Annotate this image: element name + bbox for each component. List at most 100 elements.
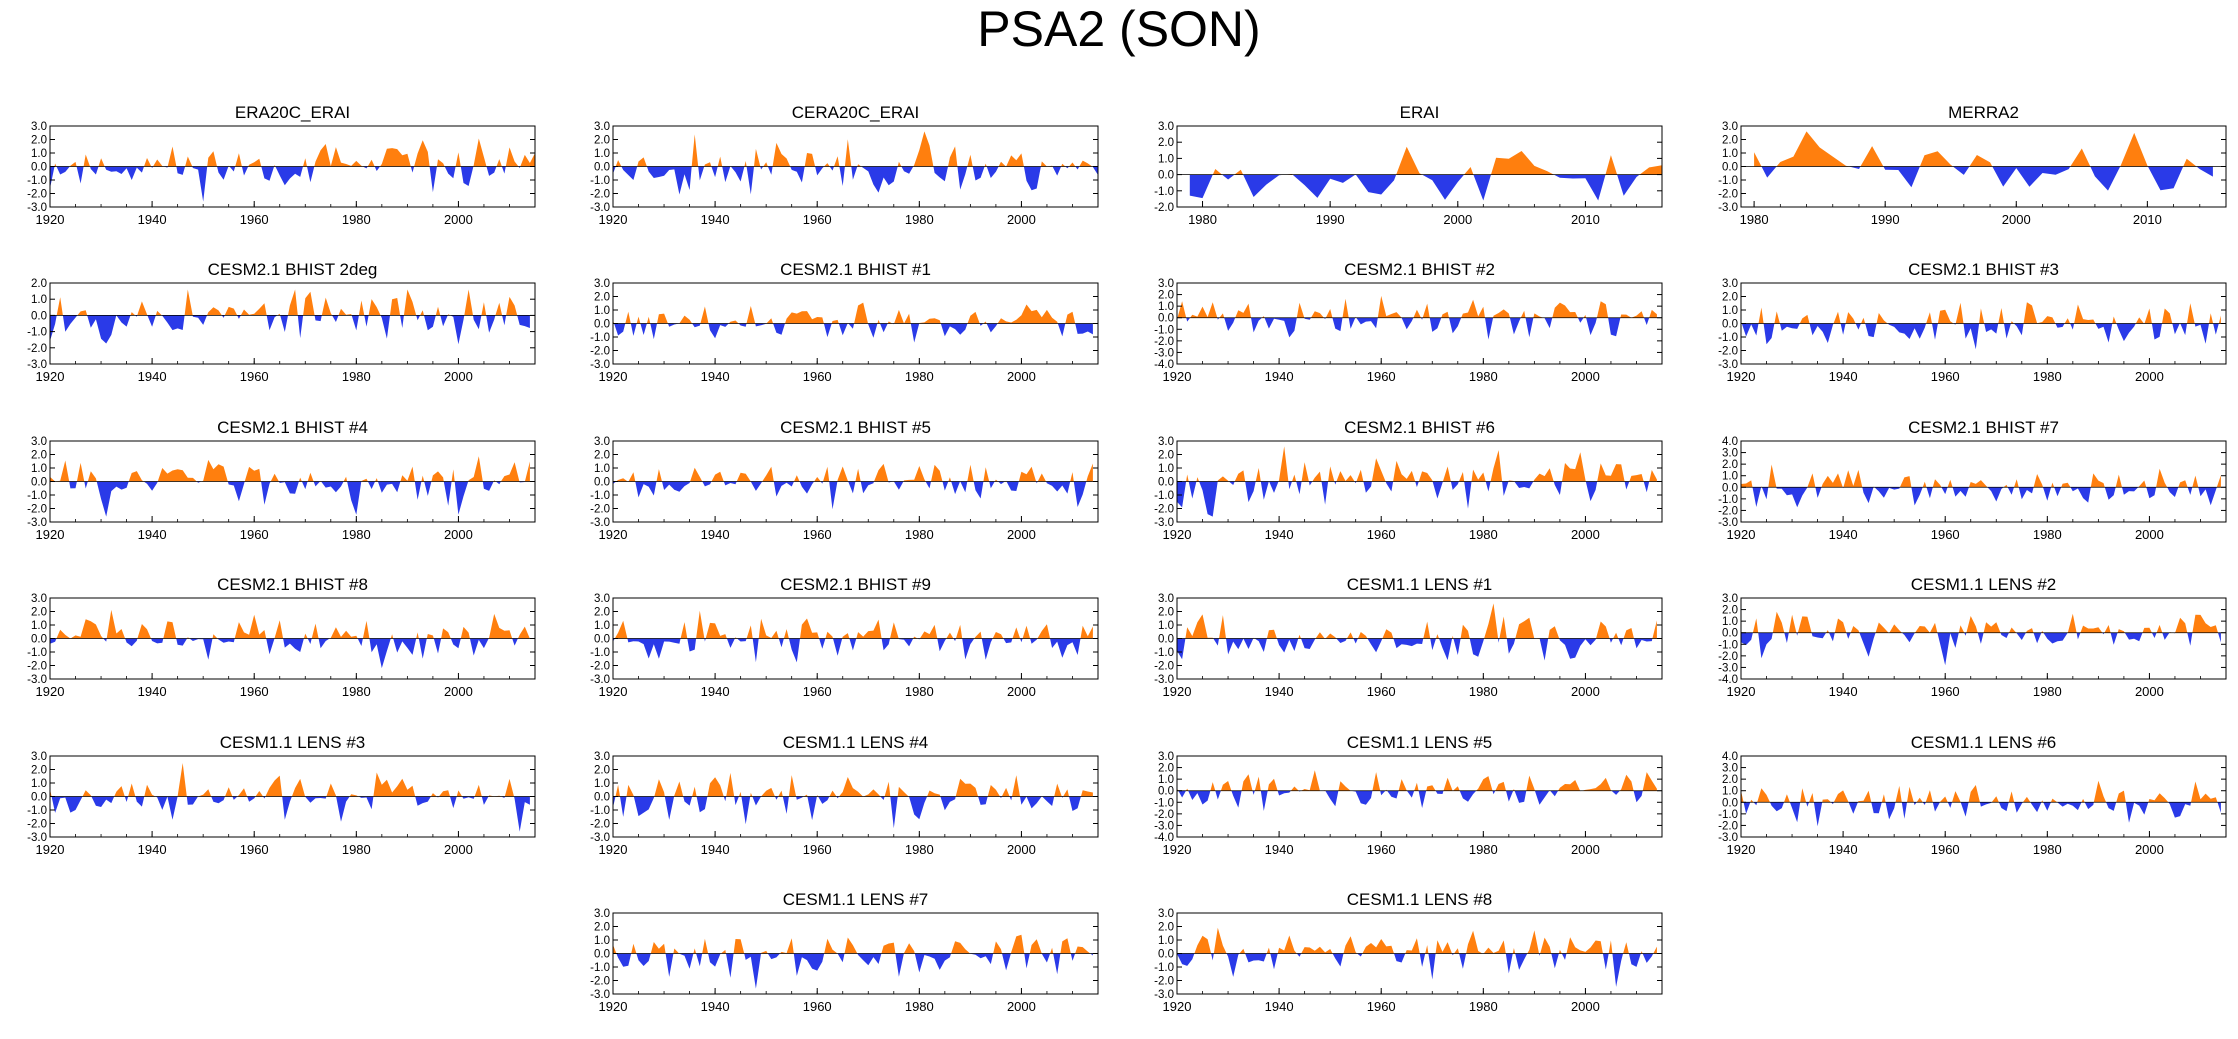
negative-area: [50, 315, 530, 345]
x-tick-label: 1920: [599, 212, 628, 227]
y-tick-label: 1.0: [1158, 153, 1174, 165]
x-tick-label: 1960: [803, 999, 832, 1014]
y-tick-label: -1.0: [1154, 490, 1174, 502]
y-tick-label: 0.0: [1158, 786, 1174, 798]
y-tick-label: -2.0: [27, 504, 47, 516]
x-tick-label: 1920: [1163, 369, 1192, 384]
y-tick-label: 1.0: [31, 148, 47, 160]
panel-title: CERA20C_ERAI: [792, 103, 920, 122]
panel-title: CESM2.1 BHIST #8: [217, 575, 368, 594]
y-tick-label: -3.0: [590, 674, 610, 686]
negative-area: [613, 481, 1093, 510]
y-tick-label: 2.0: [1158, 922, 1174, 934]
chart-panel: CESM1.1 LENS #5 3.02.01.00.0-1.0-2.0-3.0-…: [1154, 733, 1663, 857]
y-tick-label: 0.0: [594, 949, 610, 961]
x-tick-label: 1940: [138, 369, 167, 384]
y-tick-label: -3.0: [27, 674, 47, 686]
y-tick-label: 3.0: [1722, 121, 1738, 133]
y-tick-label: 1.0: [1722, 148, 1738, 160]
panel-title: CESM1.1 LENS #2: [1911, 575, 2057, 594]
y-tick-label: -2.0: [27, 819, 47, 831]
x-tick-label: 1960: [240, 684, 269, 699]
x-tick-label: 1980: [2033, 684, 2062, 699]
x-tick-label: 2000: [444, 684, 473, 699]
panel-title: CESM2.1 BHIST #7: [1908, 418, 2059, 437]
x-tick-label: 2000: [1007, 999, 1036, 1014]
x-tick-label: 1920: [599, 369, 628, 384]
y-tick-label: -2.0: [1154, 661, 1174, 673]
negative-area: [50, 638, 530, 669]
y-tick-label: 0.0: [31, 310, 47, 322]
x-tick-label: 1940: [1265, 527, 1294, 542]
y-tick-label: 4.0: [1722, 751, 1738, 763]
negative-area: [50, 796, 530, 832]
y-tick-label: 1.0: [594, 148, 610, 160]
panel-title: ERAI: [1400, 103, 1440, 122]
x-tick-label: 1960: [803, 369, 832, 384]
x-tick-label: 1940: [1829, 369, 1858, 384]
y-tick-label: -3.0: [590, 989, 610, 1001]
y-tick-label: -1.0: [590, 647, 610, 659]
y-tick-label: -2.0: [1718, 820, 1738, 832]
y-tick-label: 0.0: [1722, 797, 1738, 809]
x-tick-label: 1980: [905, 842, 934, 857]
x-tick-label: 1960: [1367, 999, 1396, 1014]
x-tick-label: 1940: [1265, 842, 1294, 857]
x-tick-label: 1920: [1727, 684, 1756, 699]
x-tick-label: 1980: [1469, 684, 1498, 699]
plot-frame: [1740, 597, 2227, 680]
x-tick-label: 1960: [1367, 527, 1396, 542]
y-tick-label: 0.0: [1722, 628, 1738, 640]
negative-area: [50, 481, 530, 517]
y-tick-label: 0.0: [1722, 162, 1738, 174]
y-tick-label: 1.0: [1722, 471, 1738, 483]
x-tick-label: 1980: [342, 369, 371, 384]
negative-area: [1741, 802, 2221, 827]
y-tick-label: -2.0: [1718, 189, 1738, 201]
positive-area: [50, 456, 530, 482]
y-tick-label: -3.0: [590, 517, 610, 529]
panel-title: CESM1.1 LENS #8: [1347, 890, 1493, 909]
x-tick-label: 1920: [1163, 527, 1192, 542]
plot-frame: [1176, 125, 1663, 208]
y-tick-label: 2.0: [594, 450, 610, 462]
x-tick-label: 1940: [1265, 684, 1294, 699]
x-tick-label: 1990: [1316, 212, 1345, 227]
y-tick-label: 2.0: [1722, 774, 1738, 786]
negative-area: [1177, 953, 1657, 987]
positive-area: [613, 772, 1093, 797]
y-tick-label: 3.0: [1158, 121, 1174, 133]
y-tick-label: -1.0: [27, 647, 47, 659]
chart-panel: CESM2.1 BHIST #8 3.0 2.01.0 0.0-1.0 -2.0-3.0…: [27, 575, 536, 699]
panel-title: CESM2.1 BHIST #2: [1344, 260, 1495, 279]
x-tick-label: 2000: [1007, 212, 1036, 227]
y-tick-label: -2.0: [590, 346, 610, 358]
x-tick-label: 1940: [1265, 369, 1294, 384]
y-tick-label: 2.0: [1722, 605, 1738, 617]
negative-area: [50, 166, 535, 202]
x-tick-label: 1940: [138, 527, 167, 542]
x-tick-label: 1980: [1469, 369, 1498, 384]
x-tick-label: 1920: [1163, 842, 1192, 857]
y-tick-label: 2.0: [1158, 450, 1174, 462]
y-tick-label: 0.0: [594, 634, 610, 646]
negative-area: [1189, 174, 1662, 201]
y-tick-label: 0.0: [31, 792, 47, 804]
negative-area: [1177, 481, 1657, 517]
y-tick-label: -1.0: [1154, 186, 1174, 198]
chart-panel: CESM2.1 BHIST #3 3.0 2.01.0 0.0-1.0 -2.0-3.0…: [1718, 260, 2227, 384]
x-tick-label: 2000: [2135, 684, 2164, 699]
y-tick-label: 3.0: [1722, 448, 1738, 460]
y-tick-label: 2.0: [1158, 290, 1174, 302]
y-tick-label: 1.0: [1158, 463, 1174, 475]
x-tick-label: 2010: [1571, 212, 1600, 227]
y-tick-label: 3.0: [31, 751, 47, 763]
x-tick-label: 1980: [1740, 212, 1769, 227]
plot-frame: [1176, 755, 1663, 838]
positive-area: [613, 610, 1093, 639]
y-tick-label: -3.0: [1718, 662, 1738, 674]
y-tick-label: 0.0: [594, 792, 610, 804]
x-tick-label: 1920: [599, 527, 628, 542]
y-tick-label: 2.0: [31, 278, 47, 290]
negative-area: [613, 323, 1093, 343]
